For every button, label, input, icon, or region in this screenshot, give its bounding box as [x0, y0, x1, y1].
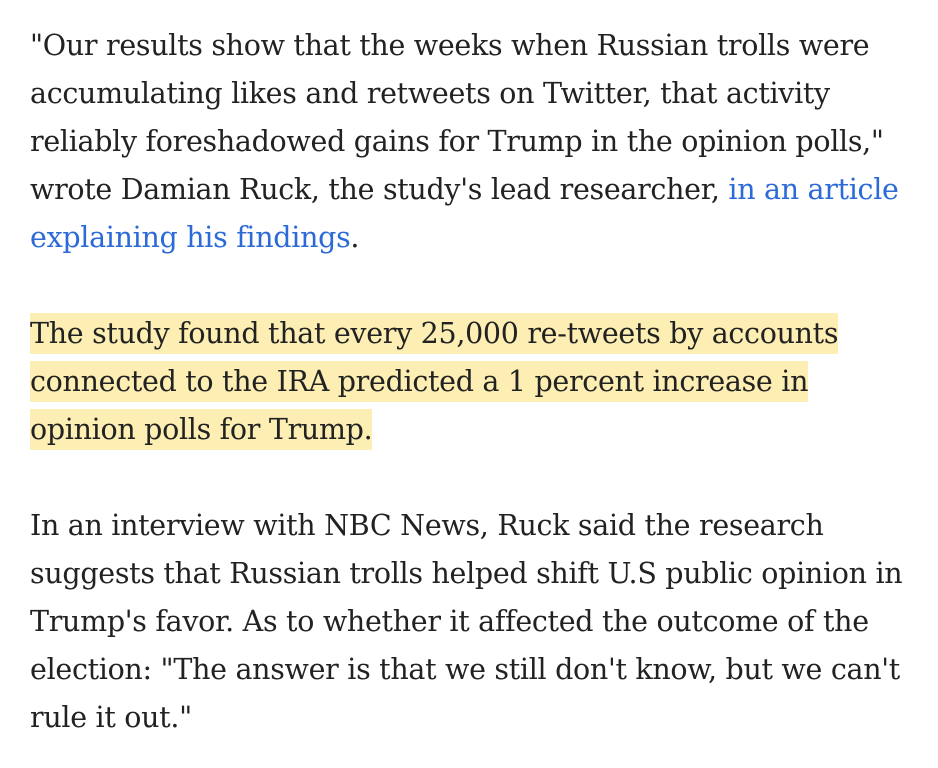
article-body: "Our results show that the weeks when Ru… — [30, 22, 915, 742]
quote-paragraph: "Our results show that the weeks when Ru… — [30, 22, 915, 262]
interview-paragraph: In an interview with NBC News, Ruck said… — [30, 502, 915, 742]
highlighted-paragraph: The study found that every 25,000 re-twe… — [30, 310, 915, 454]
interview-text: In an interview with NBC News, Ruck said… — [30, 509, 903, 734]
quote-end-punctuation: . — [350, 221, 360, 254]
highlighted-text: The study found that every 25,000 re-twe… — [30, 313, 838, 450]
quote-text: "Our results show that the weeks when Ru… — [30, 29, 884, 206]
article-link[interactable]: in an article explaining his findings — [30, 173, 899, 254]
